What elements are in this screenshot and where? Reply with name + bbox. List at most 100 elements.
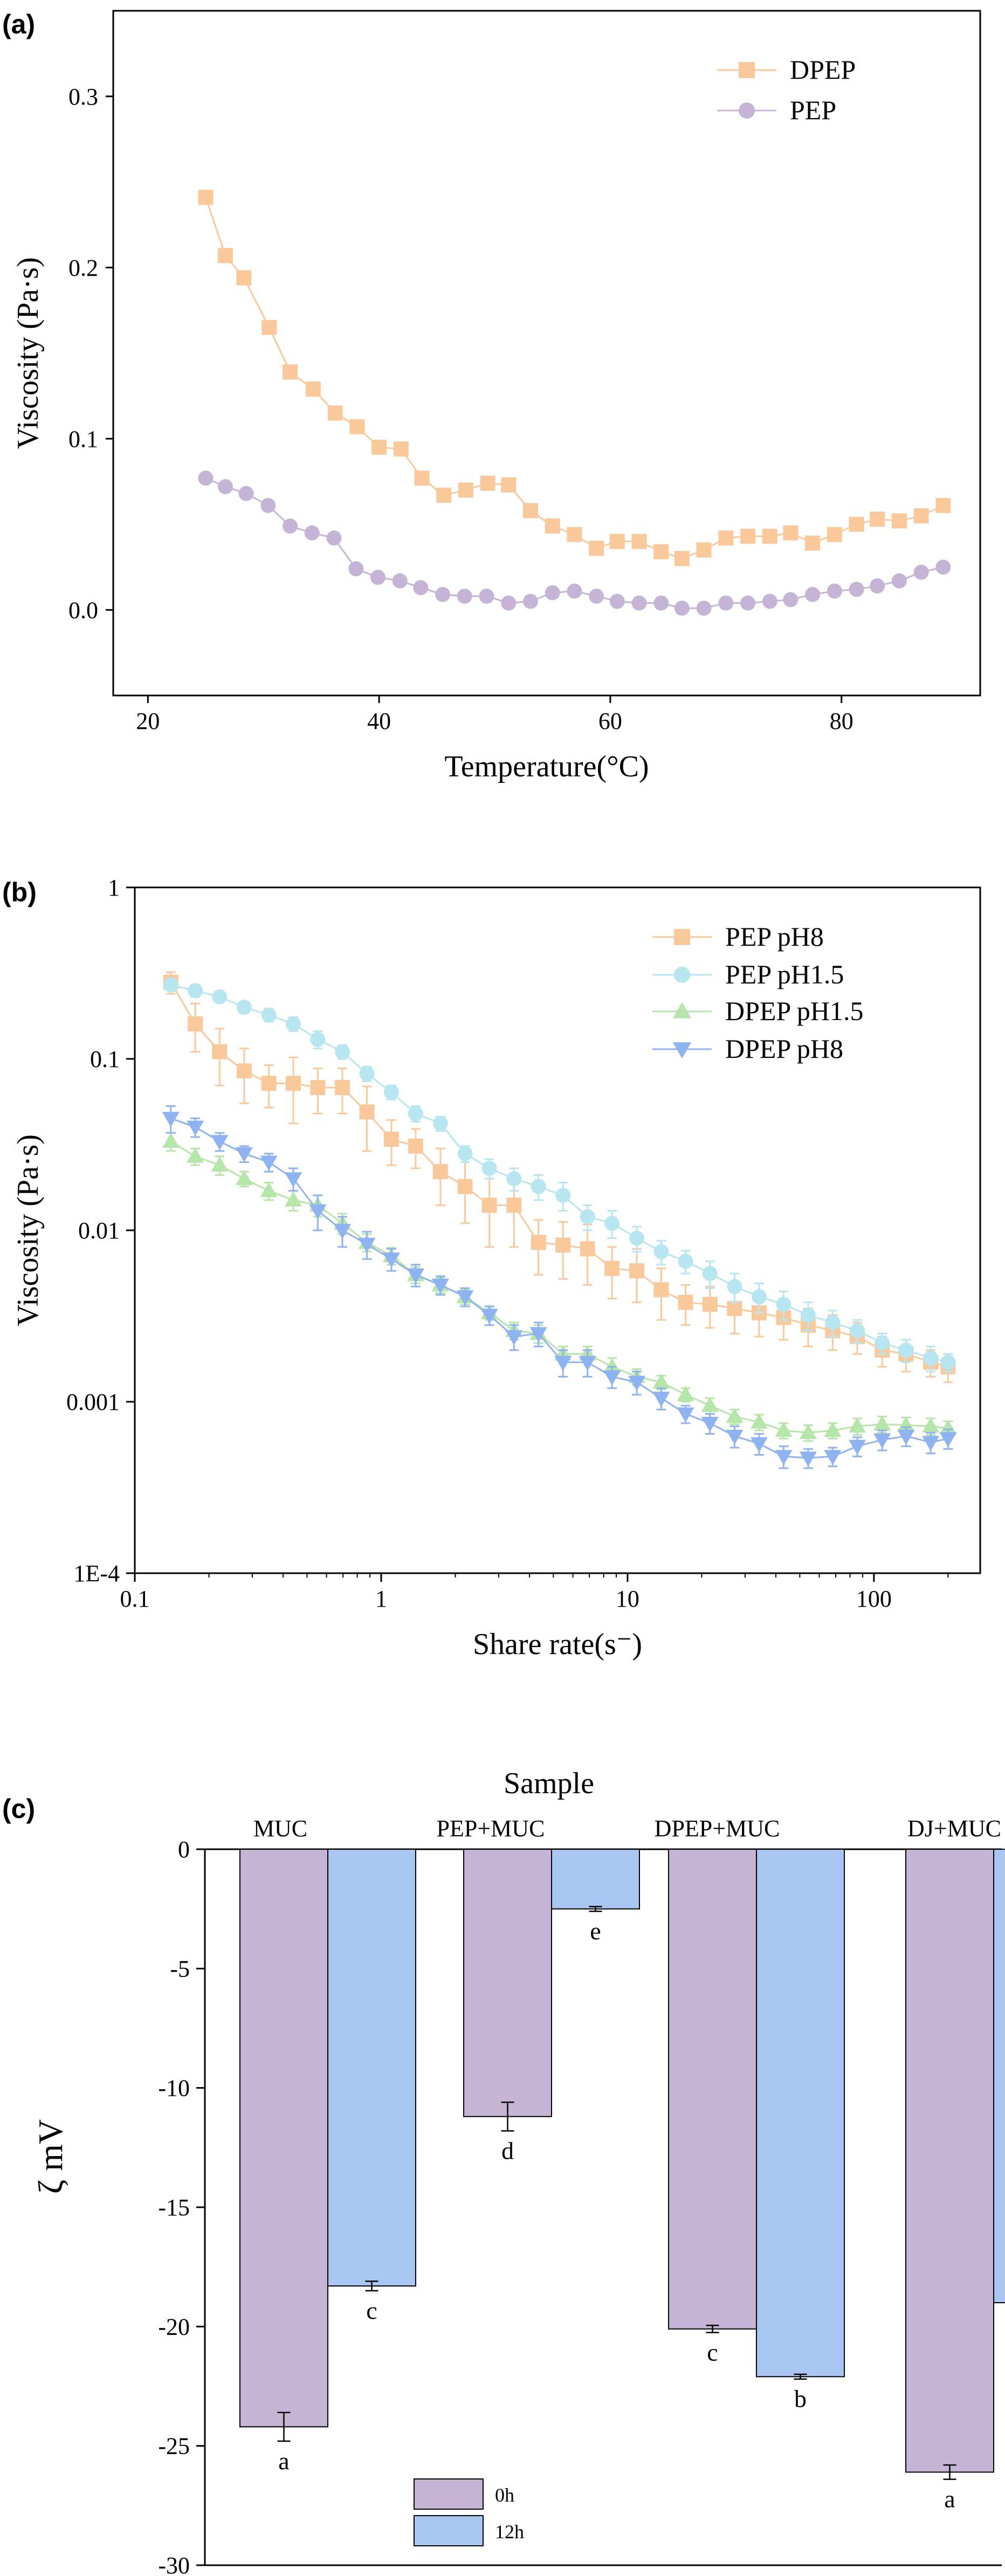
data-point-dpep <box>327 405 343 421</box>
category-label: MUC <box>253 1815 307 1842</box>
data-point-pep-ph8 <box>531 1235 546 1250</box>
x-tick-label: 60 <box>598 708 622 734</box>
data-point-dpep <box>783 525 799 541</box>
bar-12h <box>551 1849 640 1910</box>
data-point-pep <box>805 587 821 602</box>
data-point-pep-ph1-5 <box>727 1279 742 1294</box>
data-point-pep-ph1-5 <box>457 1146 473 1161</box>
data-point-dpep-ph8 <box>922 1436 940 1451</box>
data-point-pep-ph1-5 <box>555 1188 571 1203</box>
data-point-pep-ph8 <box>335 1080 350 1096</box>
data-point-pep-ph1-5 <box>531 1179 546 1194</box>
data-point-pep <box>631 595 647 611</box>
data-point-dpep-ph1-5 <box>922 1417 940 1433</box>
legend-marker <box>672 1042 692 1059</box>
data-point-pep-ph8 <box>408 1138 423 1154</box>
data-point-dpep <box>414 470 430 486</box>
data-point-dpep-ph1-5 <box>284 1191 302 1207</box>
data-point-pep-ph1-5 <box>188 983 203 998</box>
panel-label-b: (b) <box>2 877 37 907</box>
data-point-dpep-ph8 <box>407 1268 424 1284</box>
significance-letter: d <box>501 2137 514 2164</box>
data-point-dpep-ph8 <box>235 1147 253 1162</box>
legend-marker <box>674 967 690 983</box>
data-point-pep-ph8 <box>188 1016 203 1032</box>
data-point-pep-ph8 <box>286 1076 301 1091</box>
data-point-dpep-ph8 <box>897 1429 915 1445</box>
y-axis-label: ζ mV <box>31 2119 70 2194</box>
legend-label: DPEP <box>790 54 856 85</box>
data-point-dpep-ph8 <box>187 1120 204 1136</box>
data-point-dpep <box>913 508 929 524</box>
data-point-dpep-ph1-5 <box>701 1396 719 1412</box>
series-line-dpep <box>205 197 944 560</box>
data-point-dpep <box>653 544 669 560</box>
data-point-dpep <box>393 441 409 457</box>
y-tick-label: 0.001 <box>66 1389 120 1415</box>
x-tick-label: 1 <box>375 1586 387 1612</box>
y-tick-label: 0.01 <box>78 1217 120 1244</box>
data-point-dpep-ph8 <box>431 1278 449 1294</box>
y-axis-label: Viscosity (Pa·s) <box>11 257 45 449</box>
data-point-pep <box>696 601 712 616</box>
data-point-dpep-ph8 <box>456 1290 474 1306</box>
data-point-pep-ph1-5 <box>580 1209 595 1224</box>
data-point-pep-ph1-5 <box>481 1160 497 1176</box>
data-point-pep-ph8 <box>432 1164 448 1180</box>
data-point-dpep <box>305 381 321 397</box>
data-point-pep-ph1-5 <box>408 1106 423 1121</box>
data-point-pep-ph1-5 <box>678 1253 693 1269</box>
x-tick-label: 100 <box>856 1586 892 1612</box>
data-point-pep <box>891 573 907 589</box>
significance-letter: a <box>944 2485 955 2513</box>
series-line-dpep-ph1-5 <box>170 1140 948 1434</box>
data-point-dpep-ph1-5 <box>939 1420 957 1435</box>
data-point-dpep-ph8 <box>480 1308 498 1324</box>
data-point-pep <box>827 583 842 599</box>
data-point-dpep-ph8 <box>529 1327 547 1342</box>
data-point-pep-ph1-5 <box>163 977 178 993</box>
panel-b: (b) 0.1 1 10 100 1E-4 0.001 0.01 0.1 1 Share rate(… <box>2 874 981 1661</box>
x-tick-label: 0.1 <box>120 1586 150 1612</box>
data-point-dpep-ph8 <box>726 1429 744 1445</box>
data-point-pep <box>913 564 929 580</box>
data-point-dpep-ph8 <box>824 1450 842 1465</box>
data-point-dpep-ph8 <box>162 1112 180 1127</box>
data-point-pep <box>740 595 756 611</box>
data-point-dpep <box>458 483 473 498</box>
data-point-pep-ph1-5 <box>825 1314 841 1330</box>
legend-label: PEP <box>790 95 836 125</box>
data-point-dpep-ph1-5 <box>799 1424 817 1439</box>
data-point-dpep <box>609 534 625 549</box>
data-point-dpep-ph1-5 <box>162 1133 180 1148</box>
bar-0h <box>668 1849 757 2330</box>
data-point-dpep <box>522 503 538 519</box>
x-tick-label: 40 <box>367 708 391 734</box>
data-point-pep <box>392 573 408 589</box>
x-tick-label: 20 <box>136 708 160 734</box>
x-axis-label: Share rate(s⁻) <box>473 1628 642 1661</box>
data-point-dpep-ph8 <box>628 1375 646 1391</box>
data-point-pep-ph1-5 <box>236 1000 252 1015</box>
legend-label: 0h <box>495 2484 514 2506</box>
significance-letter: c <box>707 2338 718 2366</box>
data-point-dpep-ph1-5 <box>235 1170 253 1186</box>
data-point-pep <box>260 498 276 513</box>
data-point-pep-ph8 <box>310 1080 326 1096</box>
data-point-dpep-ph8 <box>677 1407 694 1423</box>
significance-letter: c <box>366 2297 377 2324</box>
y-tick-label: -10 <box>158 2075 190 2102</box>
data-point-dpep-ph1-5 <box>750 1413 768 1429</box>
legend-swatch <box>414 2515 484 2546</box>
data-point-dpep-ph1-5 <box>260 1182 278 1197</box>
data-point-dpep-ph8 <box>939 1432 957 1448</box>
data-point-pep-ph1-5 <box>702 1266 718 1282</box>
data-point-pep-ph1-5 <box>850 1323 865 1339</box>
panel-label-c: (c) <box>2 1794 35 1824</box>
data-point-pep <box>870 578 885 594</box>
data-point-dpep <box>545 518 560 534</box>
data-point-dpep-ph1-5 <box>824 1422 842 1437</box>
data-point-dpep-ph8 <box>333 1224 352 1239</box>
data-point-dpep-ph1-5 <box>652 1373 670 1389</box>
data-point-pep-ph1-5 <box>923 1350 939 1366</box>
